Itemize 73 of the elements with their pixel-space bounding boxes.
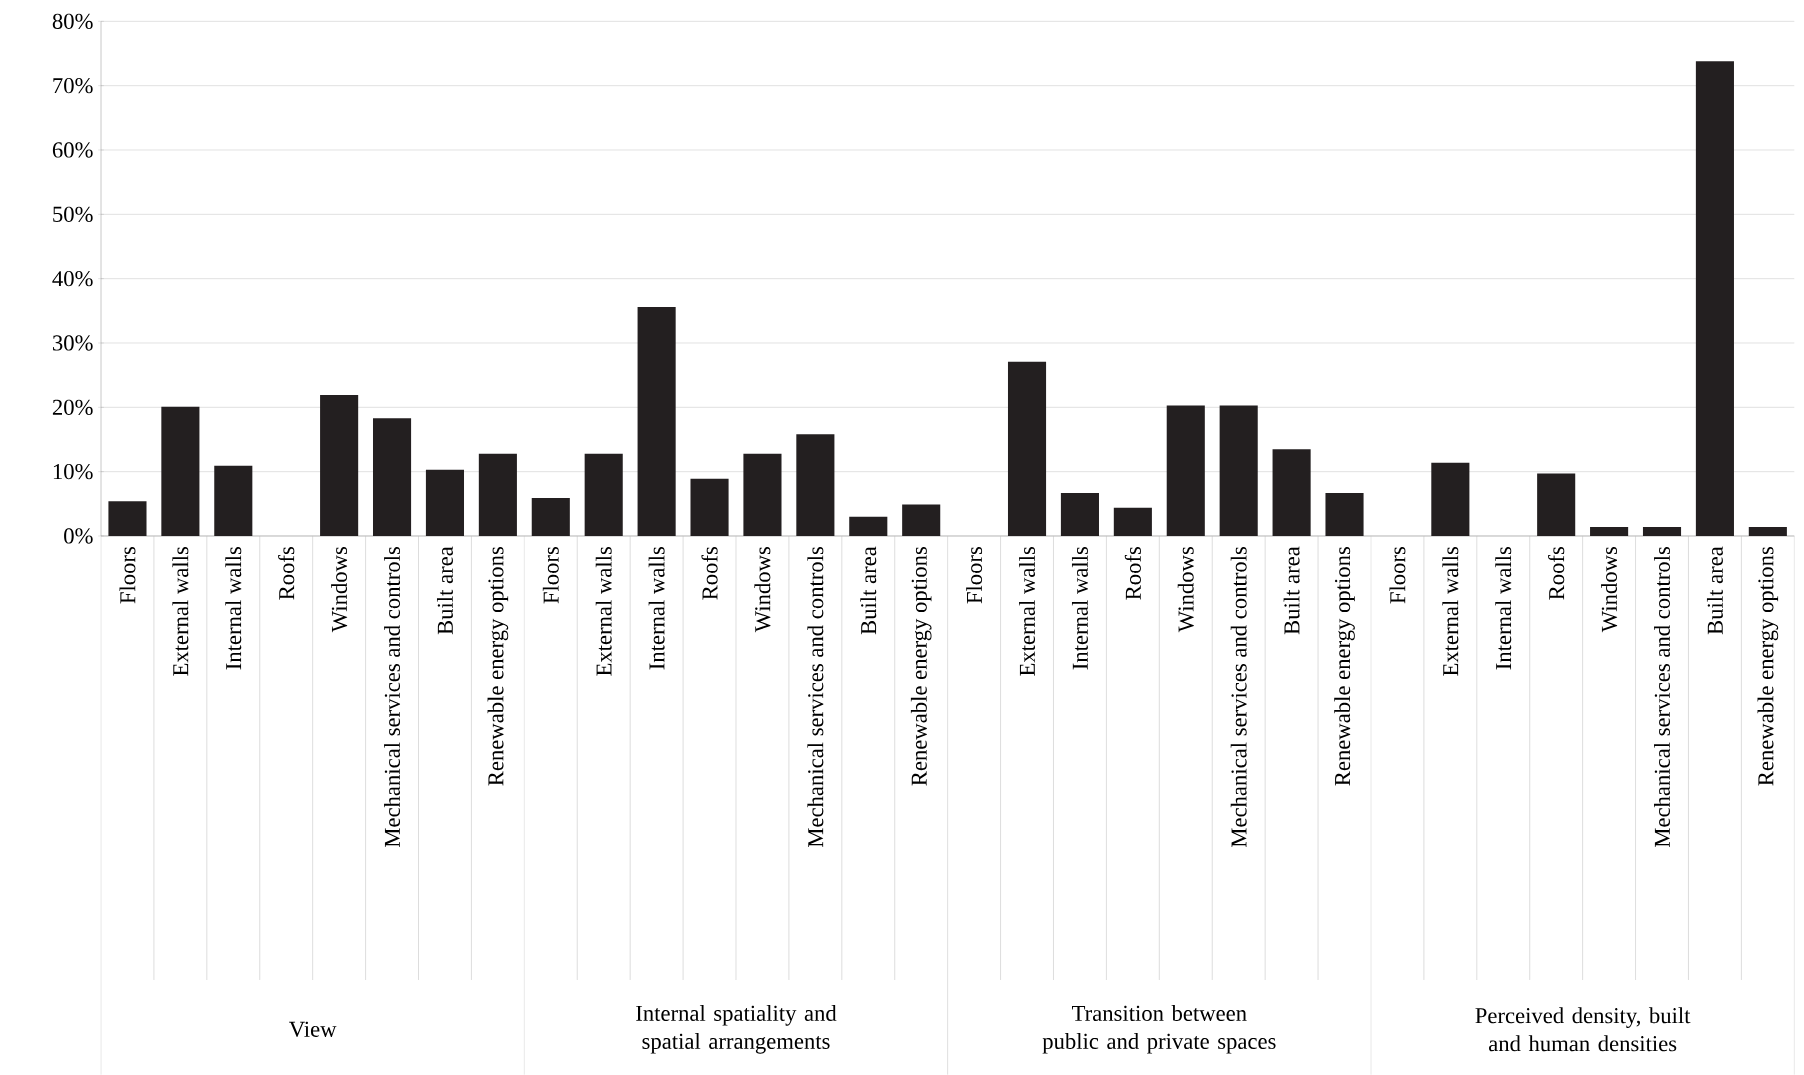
x-tick-label: Windows (1601, 547, 1618, 633)
y-tick-label: 30% (52, 335, 93, 351)
x-tick-label: Internal walls (648, 547, 665, 670)
x-tick-label: Mechanical services and controls (1230, 547, 1247, 848)
bar (1695, 61, 1734, 536)
bar (849, 516, 888, 536)
bar (478, 453, 517, 536)
text: Transition between public and private spaces (1042, 1005, 1276, 1054)
bar (214, 465, 253, 536)
bar (1272, 449, 1311, 536)
text: View (289, 1021, 337, 1037)
y-tick-label: 70% (53, 77, 93, 94)
x-tick-label: Renewable energy options (1334, 547, 1355, 786)
text: Perceived density, built and human densities (1475, 1007, 1691, 1052)
x-tick-label: External walls (1442, 547, 1459, 676)
x-tick-label: External walls (595, 547, 612, 676)
x-tick-label: Floors (119, 547, 136, 604)
x-tick-label: Renewable energy options (487, 547, 509, 786)
x-tick-label: Built area (1283, 546, 1300, 635)
y-tick-label: 40% (52, 270, 93, 287)
bar (1590, 526, 1629, 536)
x-tick-label: Built area (1706, 546, 1723, 635)
x-tick-label: Floors (966, 547, 983, 604)
x-tick-label: Windows (754, 547, 771, 633)
y-tick-label: 20% (52, 399, 93, 416)
bar (743, 453, 782, 536)
y-tick-label: 50% (53, 206, 93, 223)
y-tick-label: 60% (52, 142, 93, 158)
bar (584, 453, 623, 536)
bar (1007, 361, 1047, 536)
bar (531, 498, 570, 536)
x-tick-label: Mechanical services and controls (807, 547, 824, 848)
bar (1748, 526, 1787, 536)
x-tick-label: Mechanical services and controls (384, 547, 401, 848)
x-tick-label: Windows (331, 547, 348, 633)
y-tick-label: 0% (64, 528, 93, 544)
x-tick-label: Roofs (1548, 547, 1565, 600)
bar (1325, 492, 1364, 536)
x-tick-label: Built area (436, 546, 453, 635)
bar (1537, 473, 1576, 536)
x-tick-label: Roofs (701, 547, 718, 600)
y-tick-label: 10% (53, 463, 93, 480)
x-tick-label: Floors (542, 547, 559, 604)
x-tick-label: Roofs (1124, 547, 1141, 600)
x-tick-label: Floors (1389, 547, 1406, 604)
x-tick-label: External walls (1019, 547, 1036, 676)
bar (902, 504, 941, 536)
bar (1642, 526, 1682, 536)
text: Internal spatiality and spatial arrangements (636, 1005, 837, 1054)
x-tick-label: Renewable energy options (1757, 547, 1779, 786)
bar (425, 469, 465, 536)
bar (320, 395, 359, 536)
y-tick-label: 80% (52, 13, 93, 30)
x-tick-label: Internal walls (1071, 547, 1088, 670)
bar (1431, 462, 1470, 536)
bar (161, 406, 200, 536)
bar (1166, 405, 1205, 536)
bar (690, 478, 729, 536)
bar (1060, 492, 1099, 536)
bar (637, 306, 676, 536)
x-tick-label: Internal walls (1495, 547, 1512, 670)
bar (796, 434, 835, 536)
bar (108, 501, 147, 536)
x-tick-label: Built area (860, 546, 877, 635)
bar (1113, 507, 1152, 536)
bar (372, 418, 412, 536)
x-tick-label: Windows (1177, 547, 1194, 633)
x-tick-label: Internal walls (225, 547, 242, 670)
x-tick-label: Roofs (278, 547, 295, 600)
x-tick-label: Mechanical services and controls (1654, 547, 1670, 848)
x-tick-label: Renewable energy options (910, 547, 932, 786)
bar (1219, 405, 1258, 536)
x-tick-label: External walls (172, 547, 189, 676)
